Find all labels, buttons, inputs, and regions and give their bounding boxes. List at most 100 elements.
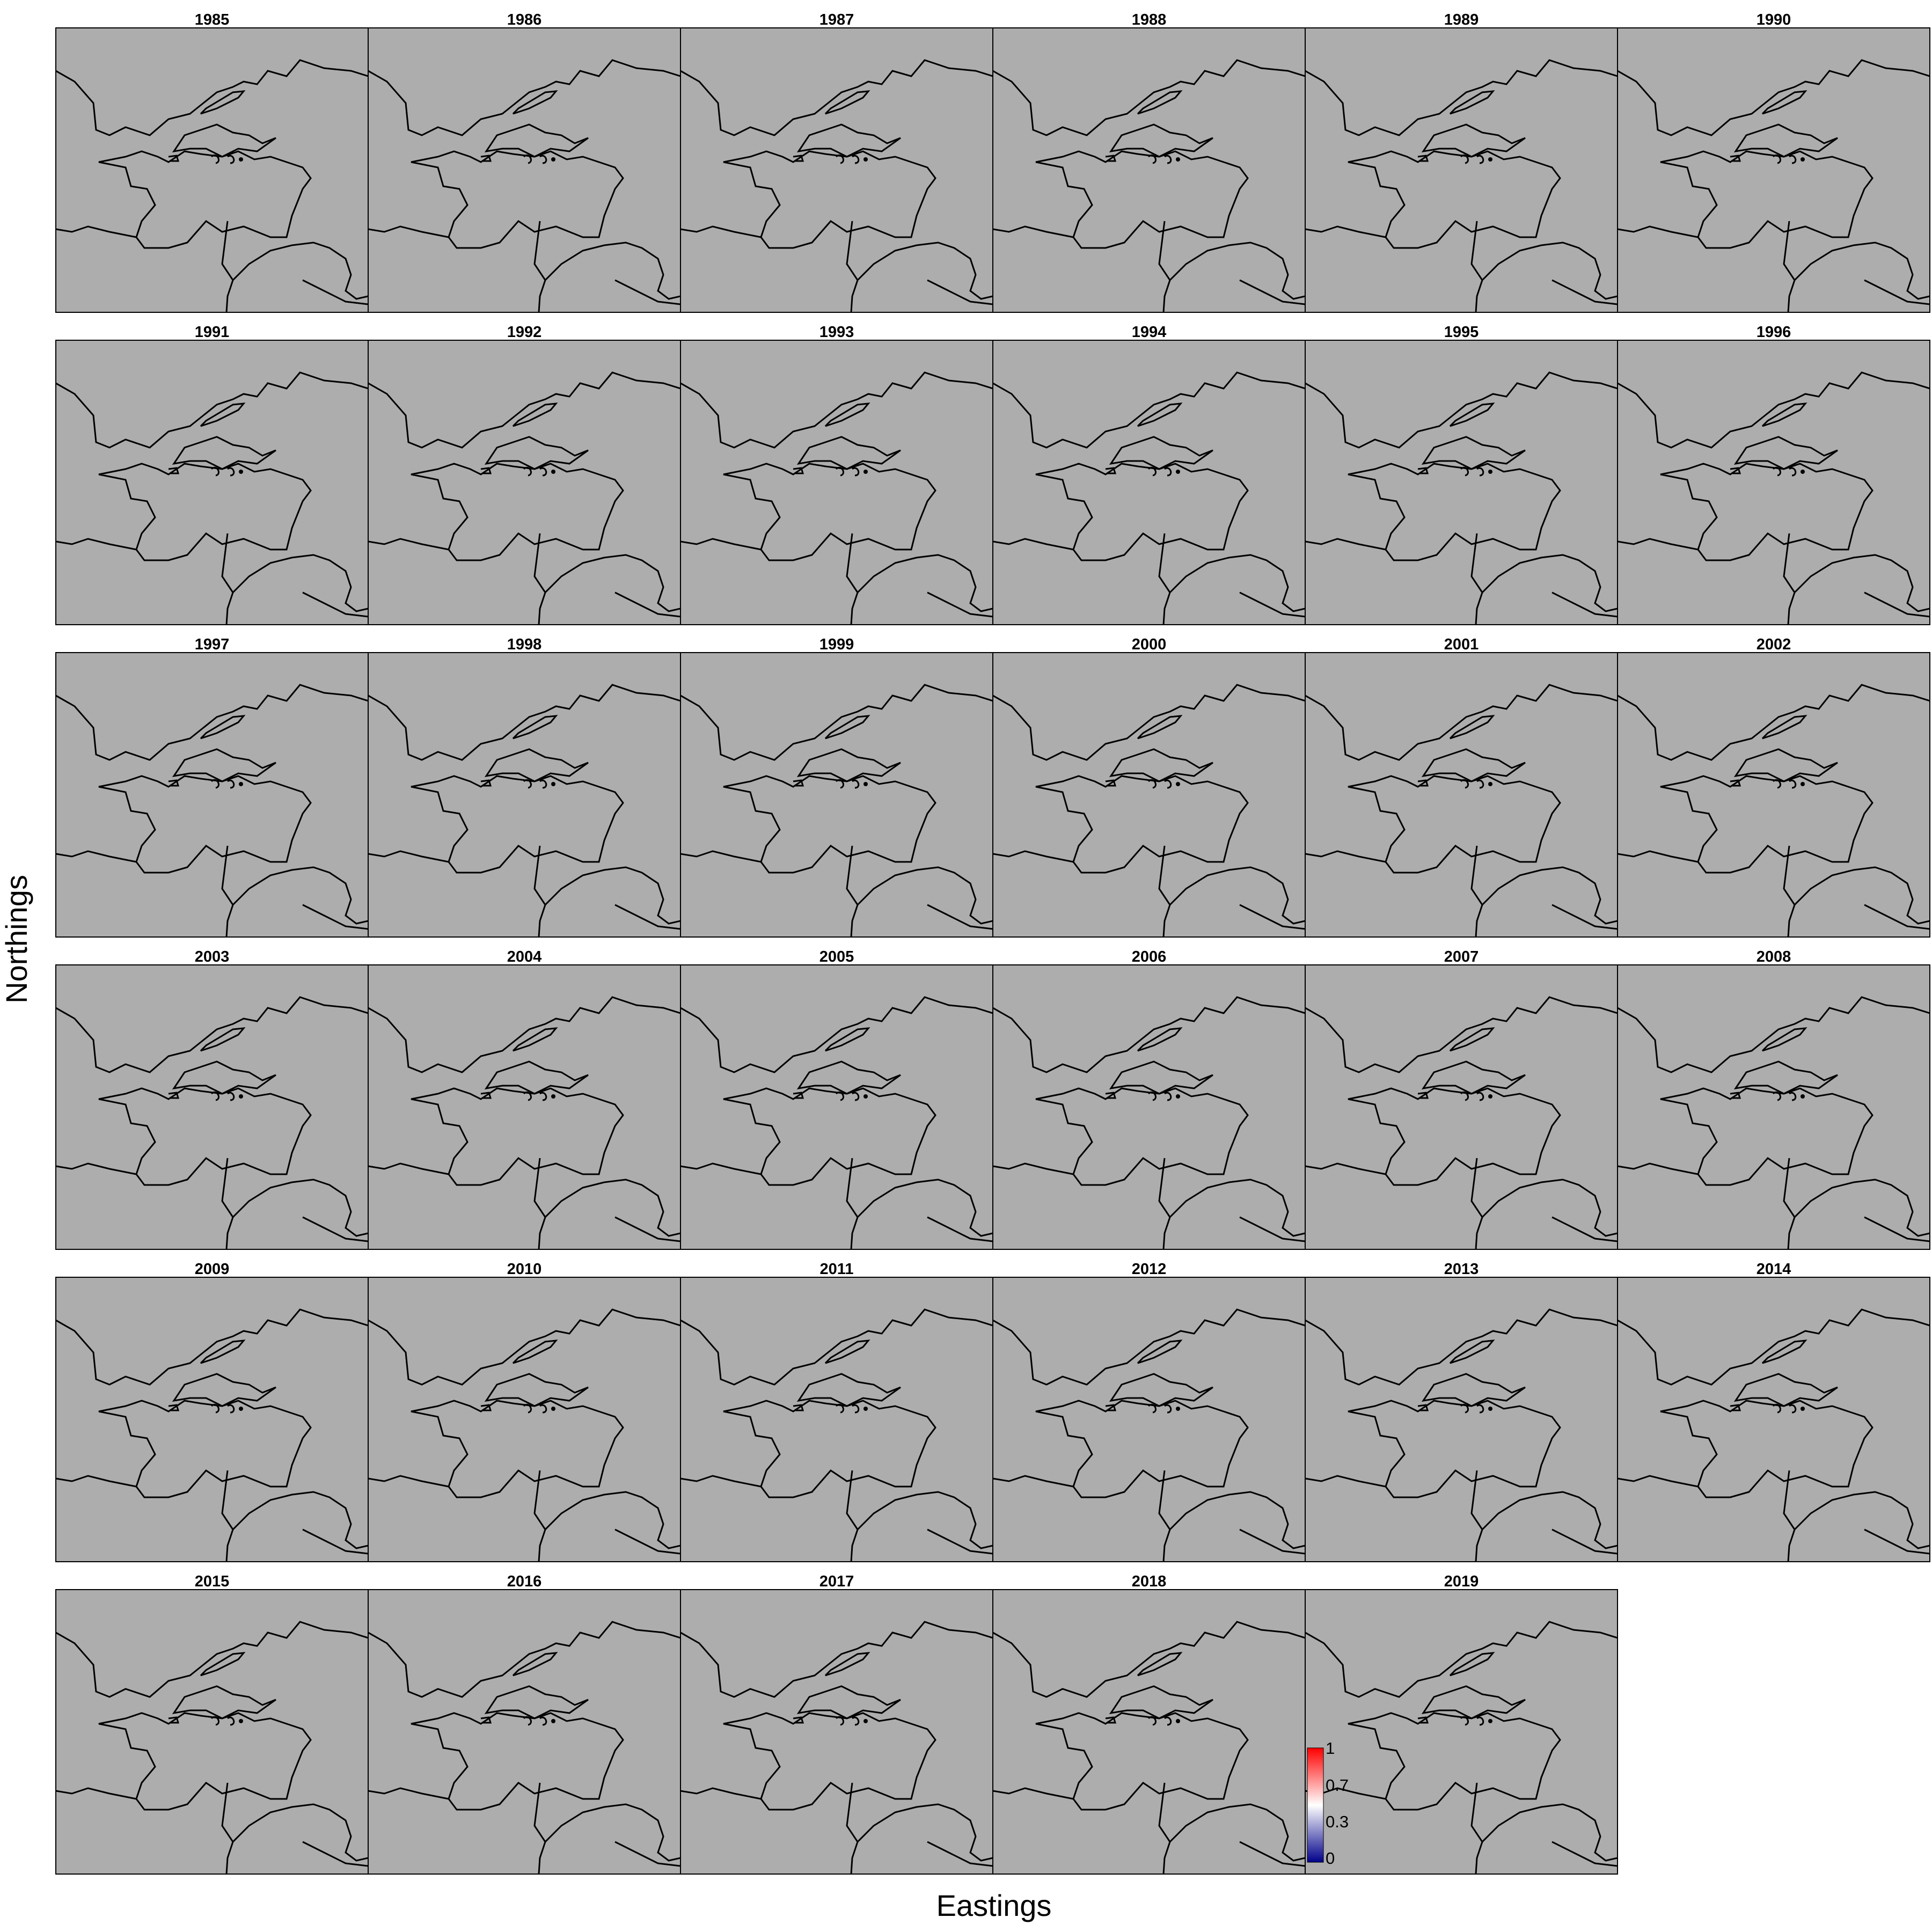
- panel-background: [56, 1590, 368, 1874]
- panel-background: [993, 965, 1305, 1249]
- legend-tick-label: 1: [1326, 1739, 1335, 1758]
- panel-title: 2011: [820, 1261, 854, 1278]
- map-panel: 2011: [680, 1261, 993, 1562]
- panel-background: [993, 340, 1305, 625]
- panel-title: 2019: [1444, 1573, 1479, 1590]
- panel-title: 1997: [195, 636, 230, 653]
- panel-background: [368, 340, 680, 625]
- panel-title: 1988: [1132, 11, 1167, 28]
- panel-title: 1993: [819, 324, 854, 341]
- map-panel: 2009: [56, 1261, 368, 1562]
- legend-colorbar: [1307, 1748, 1323, 1862]
- panel-title: 2004: [507, 948, 542, 965]
- panel-title: 1995: [1444, 324, 1479, 341]
- panel-background: [56, 965, 368, 1249]
- panel-background: [368, 1277, 680, 1562]
- map-panel: 2018: [993, 1573, 1305, 1874]
- panel-title: 2009: [195, 1261, 230, 1278]
- panel-background: [368, 965, 680, 1249]
- panel-title: 1994: [1132, 324, 1167, 341]
- map-panel: 2012: [993, 1261, 1305, 1562]
- panel-title: 2008: [1757, 948, 1791, 965]
- panel-background: [1618, 1277, 1930, 1562]
- panel-title: 1991: [195, 324, 230, 341]
- map-panel: 2019: [1305, 1573, 1618, 1874]
- panel-background: [56, 28, 368, 312]
- map-panel: 2001: [1305, 636, 1618, 937]
- panel-title: 1996: [1757, 324, 1791, 341]
- panel-background: [993, 653, 1305, 937]
- panel-background: [1618, 340, 1930, 625]
- panel-background: [368, 28, 680, 312]
- panel-title: 2010: [507, 1261, 542, 1278]
- map-panel: 2015: [56, 1573, 368, 1874]
- panel-background: [680, 1277, 993, 1562]
- panel-title: 2017: [819, 1573, 854, 1590]
- map-panel: 1988: [993, 11, 1305, 312]
- panel-background: [1618, 653, 1930, 937]
- panel-background: [993, 1590, 1305, 1874]
- panel-title: 1990: [1757, 11, 1791, 28]
- panel-background: [368, 1590, 680, 1874]
- panel-background: [56, 340, 368, 625]
- panel-title: 2006: [1132, 948, 1167, 965]
- map-panel: 1998: [368, 636, 680, 937]
- panel-title: 1986: [507, 11, 542, 28]
- panel-grid: 1985 1986 1987 1988 1989 1990 1991 1992 1993 1994…: [56, 11, 1930, 1874]
- panel-title: 2018: [1132, 1573, 1167, 1590]
- x-axis-title: Eastings: [936, 1889, 1052, 1922]
- panel-background: [1305, 1590, 1618, 1874]
- map-panel: 2005: [680, 948, 993, 1249]
- panel-background: [368, 653, 680, 937]
- legend-tick-label: 0.3: [1326, 1812, 1349, 1831]
- legend-tick-label: 0.7: [1326, 1776, 1349, 1795]
- map-panel: 1993: [680, 324, 993, 625]
- map-panel: 2013: [1305, 1261, 1618, 1562]
- panel-background: [680, 653, 993, 937]
- map-panel: 1991: [56, 324, 368, 625]
- panel-title: 1998: [507, 636, 542, 653]
- map-panel: 2008: [1618, 948, 1930, 1249]
- panel-title: 1999: [819, 636, 854, 653]
- map-panel: 1992: [368, 324, 680, 625]
- panel-background: [1305, 653, 1618, 937]
- panel-title: 2002: [1757, 636, 1791, 653]
- panel-background: [993, 1277, 1305, 1562]
- map-panel: 1996: [1618, 324, 1930, 625]
- map-panel: 1994: [993, 324, 1305, 625]
- panel-title: 2005: [819, 948, 854, 965]
- map-panel: 1997: [56, 636, 368, 937]
- map-panel: 1990: [1618, 11, 1930, 312]
- map-panel: 1986: [368, 11, 680, 312]
- panel-title: 2007: [1444, 948, 1479, 965]
- panel-background: [680, 965, 993, 1249]
- panel-background: [680, 340, 993, 625]
- panel-background: [56, 1277, 368, 1562]
- map-panel: 2006: [993, 948, 1305, 1249]
- panel-title: 2000: [1132, 636, 1167, 653]
- map-panel: 2007: [1305, 948, 1618, 1249]
- panel-title: 1989: [1444, 11, 1479, 28]
- panel-background: [680, 28, 993, 312]
- map-panel: 2002: [1618, 636, 1930, 937]
- map-panel: 2017: [680, 1573, 993, 1874]
- panel-background: [680, 1590, 993, 1874]
- panel-title: 2013: [1444, 1261, 1479, 1278]
- panel-background: [1618, 965, 1930, 1249]
- panel-title: 1987: [819, 11, 854, 28]
- panel-title: 2003: [195, 948, 230, 965]
- panel-title: 1992: [507, 324, 542, 341]
- panel-background: [1305, 1277, 1618, 1562]
- panel-title: 2012: [1132, 1261, 1167, 1278]
- map-panel: 1995: [1305, 324, 1618, 625]
- map-panel: 1989: [1305, 11, 1618, 312]
- panel-title: 2016: [507, 1573, 542, 1590]
- map-panel: 1999: [680, 636, 993, 937]
- map-panel: 2004: [368, 948, 680, 1249]
- map-panel: 2010: [368, 1261, 680, 1562]
- map-panel: 2016: [368, 1573, 680, 1874]
- panel-title: 2014: [1757, 1261, 1791, 1278]
- panel-background: [1305, 965, 1618, 1249]
- panel-title: 1985: [195, 11, 230, 28]
